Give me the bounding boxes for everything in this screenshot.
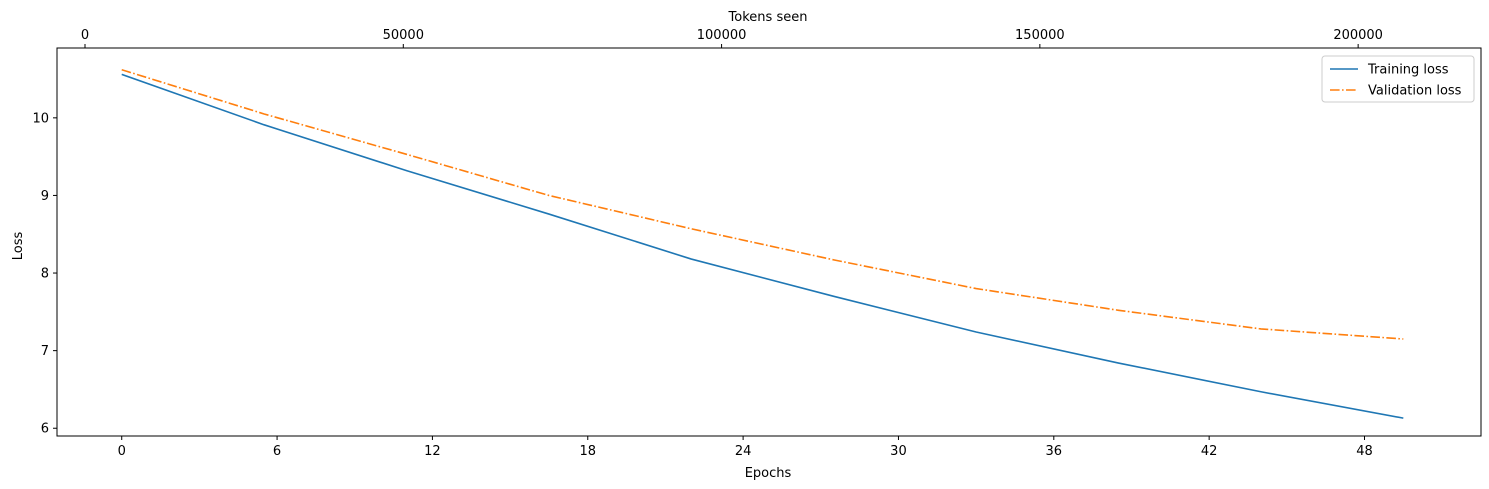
plot-area	[57, 48, 1481, 436]
legend-box	[1321, 55, 1475, 103]
x-tick-label: 24	[735, 444, 752, 459]
series-line-training-loss	[121, 73, 1404, 419]
top-x-tick-label: 50000	[383, 28, 424, 43]
y-tick-label: 10	[32, 111, 49, 126]
x-tick-label: 42	[1201, 444, 1218, 459]
legend: Training loss Validation loss	[1321, 55, 1475, 103]
legend-label-training-loss: Training loss	[1367, 63, 1449, 78]
x-tick-label: 0	[118, 444, 126, 459]
y-tick-label: 7	[41, 344, 49, 359]
top-x-tick-label: 200000	[1333, 28, 1383, 43]
y-axis-title: Loss	[11, 232, 26, 261]
y-tick-label: 6	[41, 422, 49, 437]
plot-frame	[56, 47, 1482, 437]
series-layer	[121, 68, 1404, 419]
x-tick-label: 48	[1356, 444, 1373, 459]
top-x-tick-label: 100000	[697, 28, 747, 43]
top-x-tick-label: 0	[81, 28, 89, 43]
x-tick-label: 18	[579, 444, 596, 459]
y-tick-label: 9	[41, 189, 49, 204]
plot-background	[57, 48, 1481, 436]
x-tick-label: 6	[273, 444, 281, 459]
legend-label-validation-loss: Validation loss	[1368, 84, 1462, 99]
x-tick-label: 36	[1046, 444, 1063, 459]
x-tick-label: 12	[424, 444, 441, 459]
x-axis-title: Epochs	[745, 466, 792, 481]
top-x-tick-label: 150000	[1015, 28, 1065, 43]
series-line-validation-loss	[121, 68, 1404, 340]
top-x-axis-title: Tokens seen	[728, 10, 808, 25]
y-tick-label: 8	[41, 267, 49, 282]
axes-layer: 0 6 12 18 24 30 36 42 48 6 7 8 9 10 0 50000 100000 150000…	[32, 28, 1482, 459]
x-tick-label: 30	[890, 444, 907, 459]
